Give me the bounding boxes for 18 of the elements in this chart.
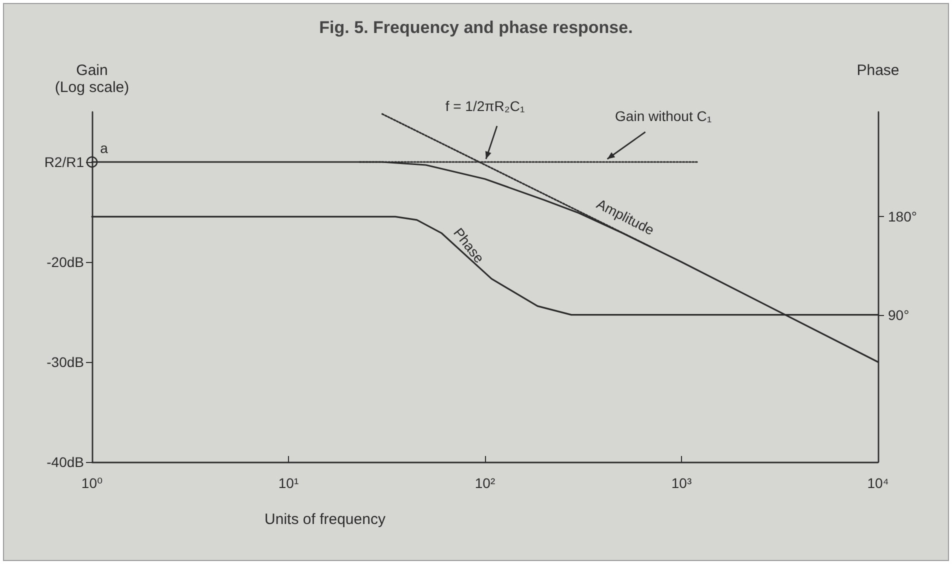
y-axis-title: Gain (Log scale) (54, 62, 130, 96)
x-tick-label: 10² (474, 475, 496, 491)
y-tick-label: R2/R1 (44, 154, 84, 170)
y2-axis-title: Phase (856, 62, 900, 79)
chart-title: Fig. 5. Frequency and phase response. (319, 18, 633, 37)
x-axis-title: Units of frequency (264, 511, 386, 528)
x-tick-label: 10³ (671, 475, 692, 491)
annotation: Gain without C₁ (615, 108, 712, 124)
y2-tick-label: 90° (888, 306, 910, 323)
annotation: a (100, 140, 108, 156)
y-tick-label: -40dB (46, 454, 84, 470)
y-tick-label: -30dB (46, 354, 84, 370)
annotation: f = 1/2πR₂C₁ (445, 98, 525, 114)
y2-tick-label: 180° (888, 208, 917, 225)
x-tick-label: 10¹ (278, 475, 299, 491)
y-tick-label: -20dB (46, 254, 84, 270)
x-tick-label: 10⁴ (867, 475, 889, 491)
x-tick-label: 10⁰ (81, 475, 103, 491)
